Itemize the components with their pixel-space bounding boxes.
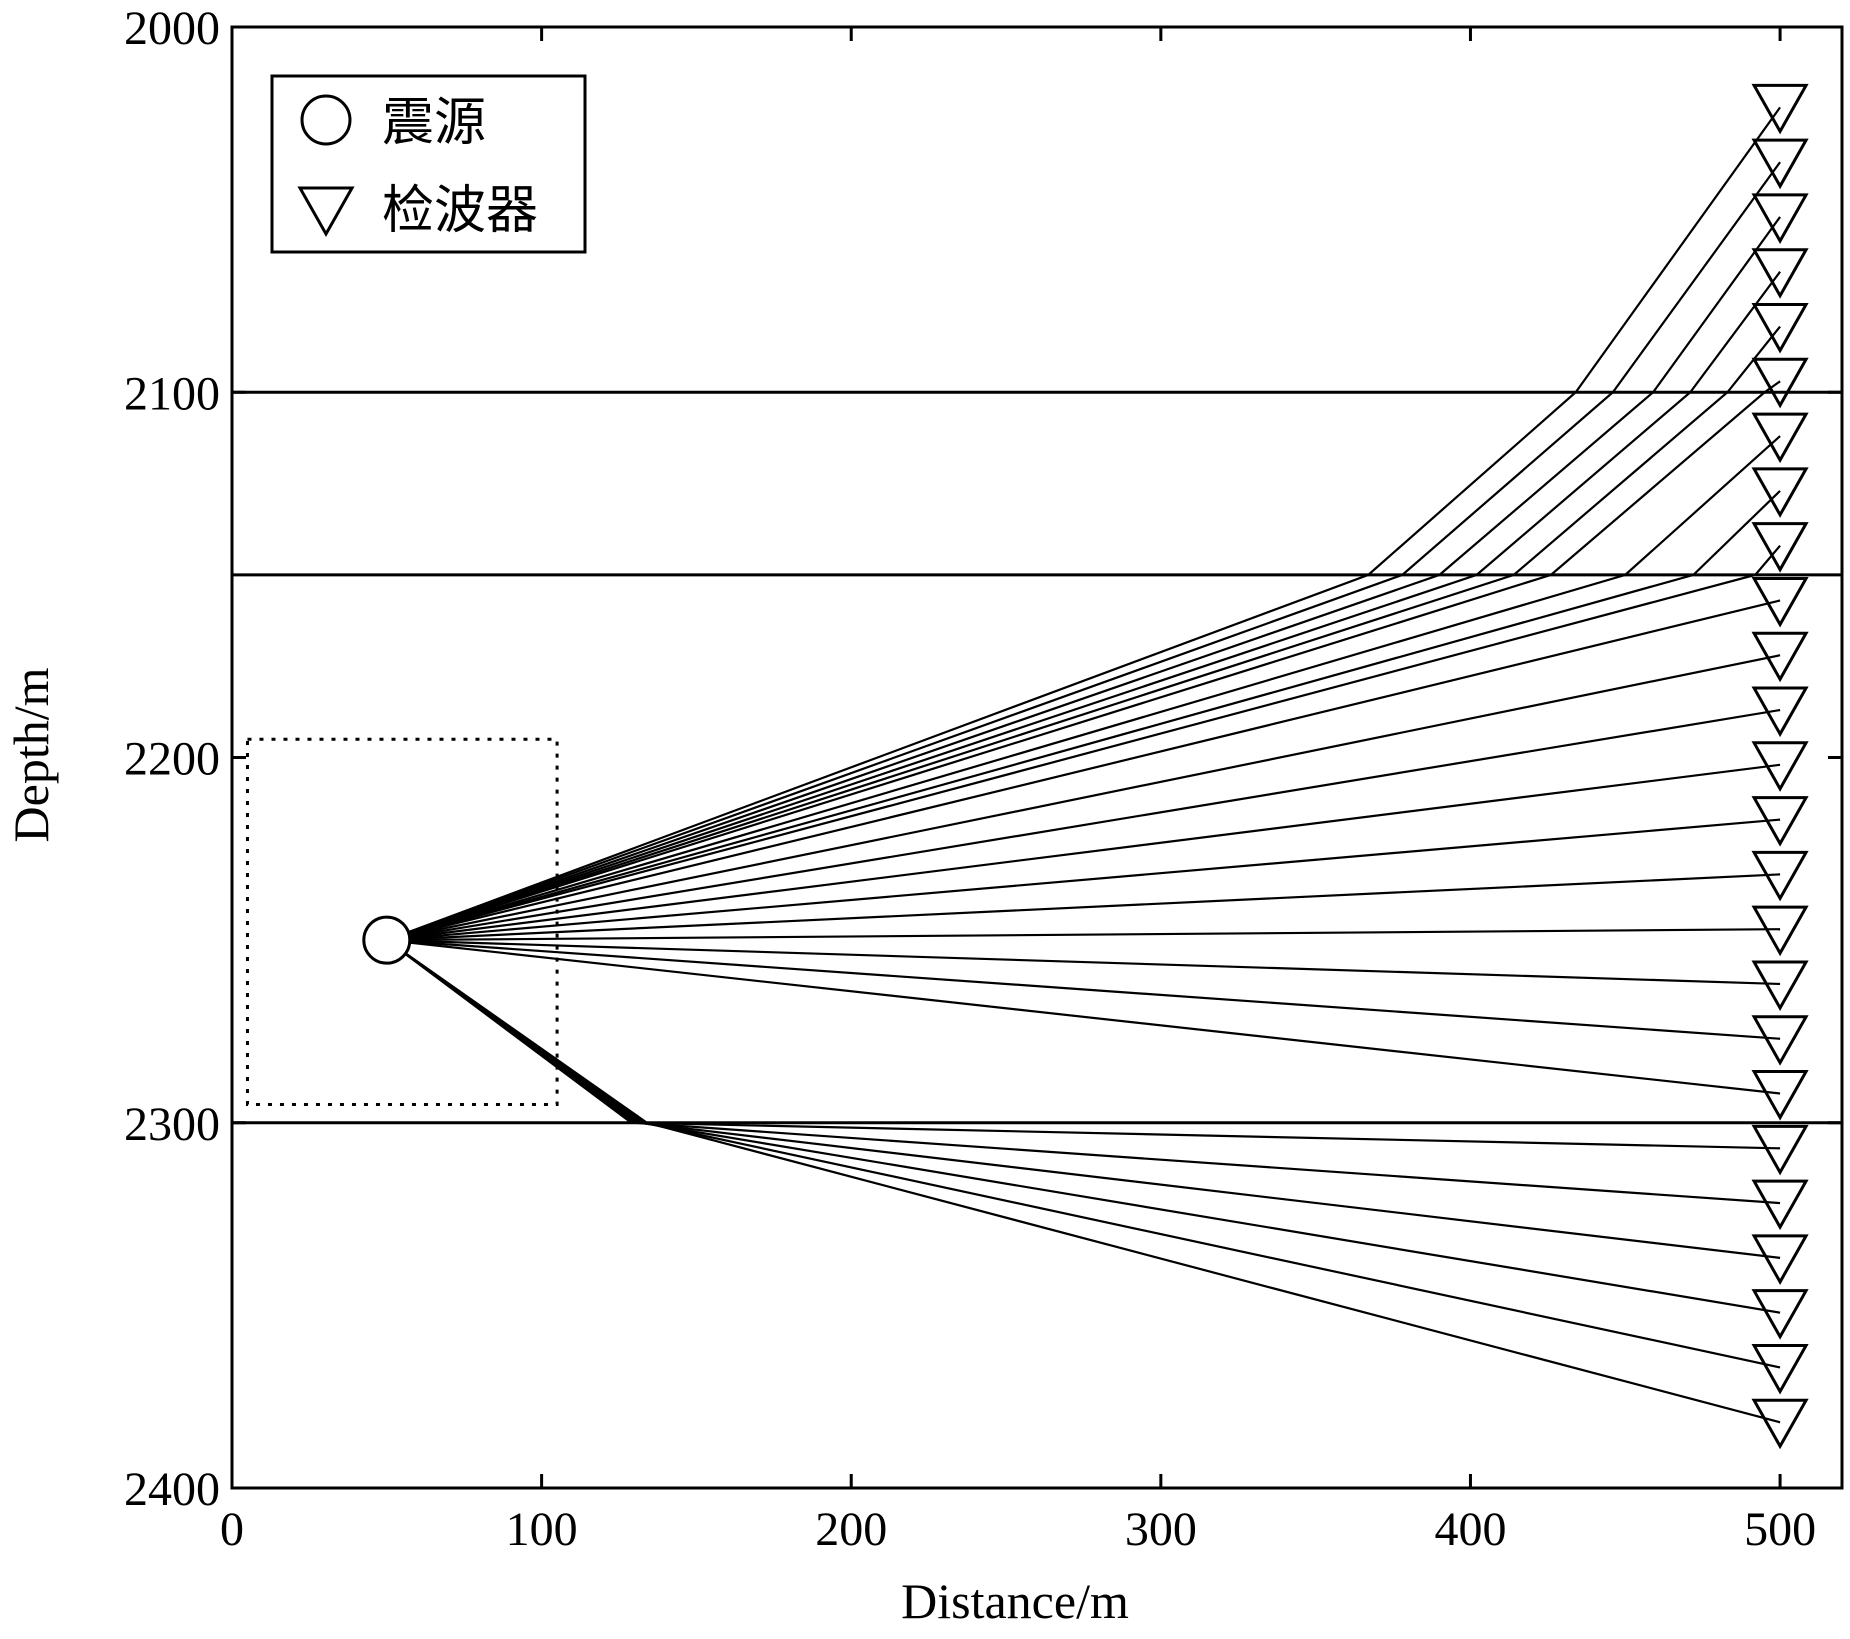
receiver-marker: [1751, 631, 1809, 683]
receiver-marker: [1751, 1070, 1809, 1121]
ray-path: [386, 939, 1781, 1424]
ray-path: [386, 939, 1781, 1150]
legend: 震源 检波器: [270, 74, 587, 254]
ray-path: [386, 939, 1781, 1040]
y-tick-label: 2400: [124, 1463, 220, 1516]
ray-path: [386, 939, 1781, 1095]
receiver-marker: [1751, 83, 1809, 135]
receiver-marker: [1751, 960, 1809, 1012]
ray-path: [386, 216, 1781, 942]
markers: [362, 83, 1809, 1450]
ray-path: [386, 939, 1781, 1259]
y-tick-label: 2100: [124, 367, 220, 420]
source-region-group: [245, 737, 559, 1106]
ray-path: [386, 161, 1781, 942]
ray-path: [386, 818, 1781, 942]
legend-receiver-marker: [297, 186, 355, 238]
x-tick-label: 200: [815, 1503, 887, 1556]
legend-receiver-label: 检波器: [382, 181, 538, 241]
x-axis-label: Distance/m: [901, 1573, 1129, 1629]
x-tick-label: 500: [1744, 1503, 1816, 1556]
ray-path: [386, 271, 1781, 942]
ray-path: [386, 599, 1781, 942]
ray-path: [386, 928, 1781, 942]
receiver-marker: [1751, 850, 1809, 902]
layer-boundaries: [232, 390, 1842, 1125]
ray-path: [386, 325, 1781, 942]
source-region-box: [245, 737, 559, 1106]
y-tick-label: 2300: [124, 1098, 220, 1151]
receiver-marker: [1751, 1343, 1809, 1395]
receiver-marker: [1751, 1398, 1809, 1450]
ray-path: [386, 763, 1781, 942]
ray-paths: [386, 106, 1781, 1424]
ray-path: [386, 106, 1781, 942]
receiver-marker: [1751, 412, 1809, 464]
ray-path: [386, 873, 1781, 942]
receiver-marker: [1751, 522, 1809, 573]
ray-path: [386, 708, 1781, 942]
receiver-marker: [1751, 357, 1809, 409]
receiver-marker: [1751, 303, 1809, 354]
receiver-marker: [1751, 138, 1809, 190]
receiver-marker: [1751, 741, 1809, 792]
x-tick-label: 100: [506, 1503, 578, 1556]
receiver-marker: [1751, 467, 1809, 518]
receiver-marker: [1751, 796, 1809, 847]
receiver-marker: [1751, 576, 1809, 628]
receiver-marker: [1751, 1015, 1809, 1066]
receiver-marker: [1751, 1124, 1809, 1176]
receiver-marker: [1751, 905, 1809, 957]
source-marker: [362, 915, 412, 965]
tick-labels: 0 100 200 300 400 500 2000 2100 2200 2300 2400: [124, 2, 1816, 1556]
axes: [230, 25, 1844, 1490]
ray-path: [386, 490, 1781, 942]
x-tick-label: 300: [1125, 1503, 1197, 1556]
ray-path: [386, 435, 1781, 942]
receiver-marker: [1751, 1289, 1809, 1340]
legend-box: [270, 74, 587, 254]
ray-path: [386, 380, 1781, 942]
receiver-marker: [1751, 1234, 1809, 1285]
receiver-marker: [1751, 686, 1809, 738]
legend-source-marker: [300, 94, 352, 146]
legend-source-label: 震源: [382, 93, 486, 153]
y-axis-label: Depth/m: [3, 667, 59, 842]
receiver-marker: [1751, 1179, 1809, 1231]
x-tick-label: 0: [220, 1503, 244, 1556]
receiver-marker: [1751, 248, 1809, 299]
receiver-marker: [1751, 193, 1809, 244]
y-tick-label: 2000: [124, 2, 220, 55]
ray-path: [386, 939, 1781, 986]
x-tick-label: 400: [1434, 1503, 1506, 1556]
y-tick-label: 2200: [124, 733, 220, 786]
ray-path: [386, 654, 1781, 942]
ray-path: [386, 939, 1781, 1314]
